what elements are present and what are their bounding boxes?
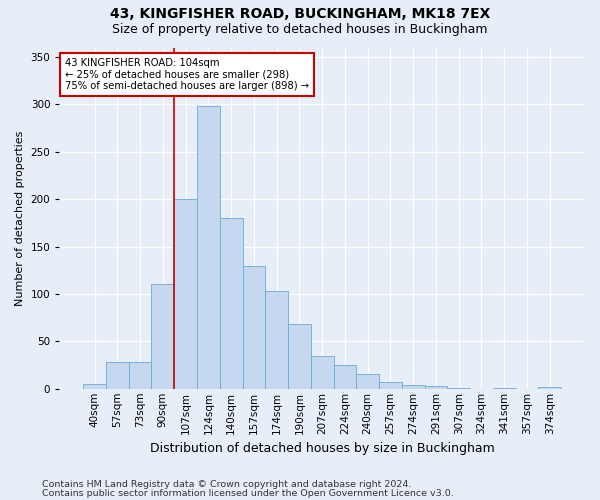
Bar bbox=[334, 365, 356, 389]
Y-axis label: Number of detached properties: Number of detached properties bbox=[15, 130, 25, 306]
Bar bbox=[220, 218, 242, 389]
Bar bbox=[379, 382, 402, 389]
Bar bbox=[265, 291, 288, 389]
Bar bbox=[151, 284, 174, 389]
Bar bbox=[425, 386, 448, 389]
Bar bbox=[106, 362, 129, 389]
Bar bbox=[288, 324, 311, 389]
Text: Size of property relative to detached houses in Buckingham: Size of property relative to detached ho… bbox=[112, 22, 488, 36]
Bar bbox=[448, 388, 470, 389]
Text: Contains HM Land Registry data © Crown copyright and database right 2024.: Contains HM Land Registry data © Crown c… bbox=[42, 480, 412, 489]
X-axis label: Distribution of detached houses by size in Buckingham: Distribution of detached houses by size … bbox=[150, 442, 494, 455]
Bar bbox=[174, 199, 197, 389]
Bar bbox=[242, 266, 265, 389]
Text: 43 KINGFISHER ROAD: 104sqm
← 25% of detached houses are smaller (298)
75% of sem: 43 KINGFISHER ROAD: 104sqm ← 25% of deta… bbox=[65, 58, 309, 91]
Bar bbox=[129, 362, 151, 389]
Bar bbox=[311, 356, 334, 389]
Bar bbox=[356, 374, 379, 389]
Bar bbox=[402, 385, 425, 389]
Text: 43, KINGFISHER ROAD, BUCKINGHAM, MK18 7EX: 43, KINGFISHER ROAD, BUCKINGHAM, MK18 7E… bbox=[110, 8, 490, 22]
Bar bbox=[83, 384, 106, 389]
Bar bbox=[493, 388, 515, 389]
Bar bbox=[538, 387, 561, 389]
Bar bbox=[197, 106, 220, 389]
Text: Contains public sector information licensed under the Open Government Licence v3: Contains public sector information licen… bbox=[42, 490, 454, 498]
